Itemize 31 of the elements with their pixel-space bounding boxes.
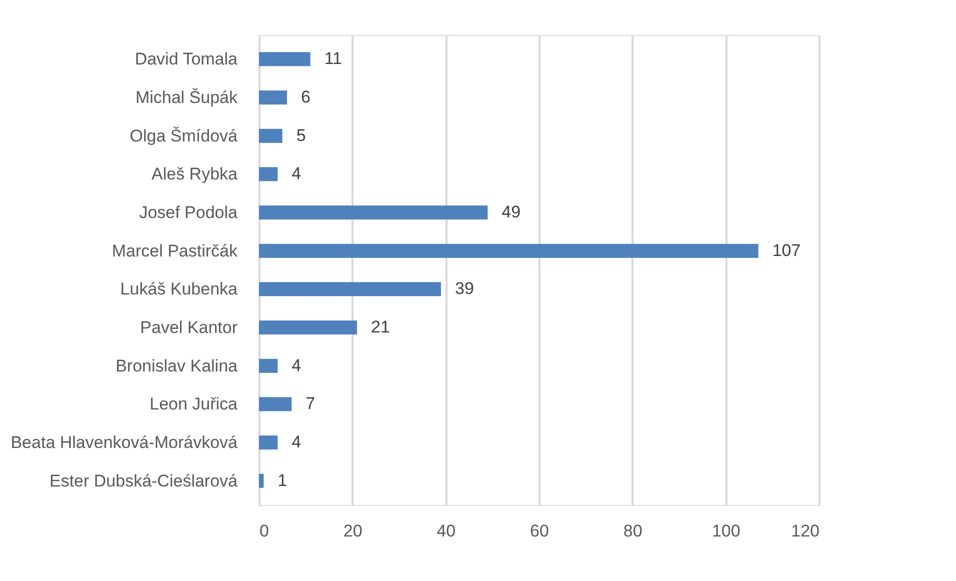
data-label: 7 [306, 394, 316, 414]
data-label: 39 [455, 279, 474, 298]
y-tick-label: Josef Podola [139, 203, 238, 222]
y-tick-label: Olga Šmídová [130, 126, 238, 146]
x-tick-label: 40 [436, 522, 456, 540]
data-label: 1 [278, 470, 288, 490]
x-tick-label: 20 [343, 522, 362, 540]
y-tick-label: Michal Šupák [135, 88, 238, 107]
y-tick-label: Lukáš Kubenka [120, 280, 238, 299]
y-tick-label: David Tomala [134, 50, 238, 69]
data-label: 107 [772, 240, 801, 260]
x-tick-label: 100 [712, 522, 740, 540]
data-label: 6 [301, 88, 310, 106]
x-tick-label: 80 [623, 522, 642, 540]
x-tick-label: 120 [791, 522, 820, 540]
y-tick-label: Leon Juřica [150, 394, 238, 414]
data-label: 5 [296, 126, 306, 145]
data-label: 4 [292, 356, 302, 375]
data-label: 49 [502, 202, 521, 222]
y-tick-label: Aleš Rybka [152, 164, 238, 184]
y-tick-label: Pavel Kantor [140, 318, 238, 337]
y-tick-label: Beata Hlavenková-Morávková [10, 433, 238, 452]
data-label: 21 [371, 318, 390, 336]
y-tick-label: Bronislav Kalina [116, 356, 238, 376]
data-label: 4 [292, 432, 302, 452]
y-tick-label: Ester Dubská-Cieślarová [49, 471, 238, 490]
data-label: 11 [324, 49, 342, 68]
data-label: 4 [292, 164, 302, 184]
x-tick-label: 60 [530, 522, 549, 540]
x-tick-label: 0 [260, 522, 269, 540]
y-tick-label: Marcel Pastirčák [112, 241, 238, 260]
